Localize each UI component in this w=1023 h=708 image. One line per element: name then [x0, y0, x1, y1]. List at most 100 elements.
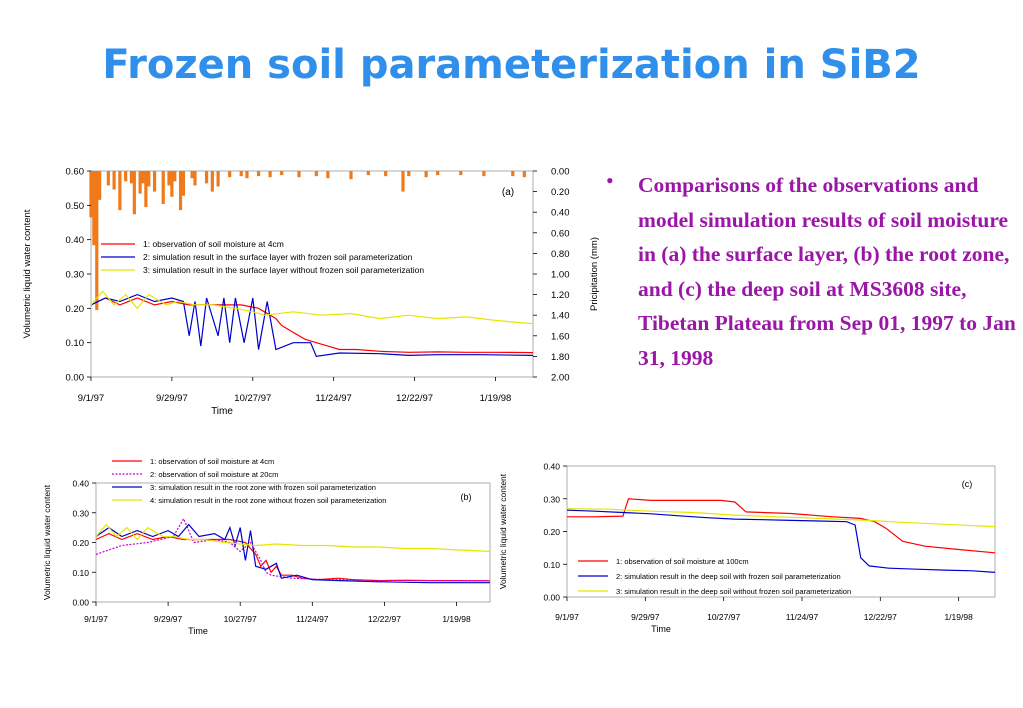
y-axis-label: Volumetric liquid water content	[42, 484, 52, 600]
precipitation-bar	[178, 171, 183, 211]
y-tick-label: 0.10	[543, 560, 560, 570]
x-tick-label: 11/24/97	[316, 393, 352, 404]
y-tick-label: 0.40	[66, 235, 85, 246]
x-tick-label: 10/27/97	[234, 393, 271, 404]
y-axis-label: Volumetric liquid water content	[22, 209, 33, 338]
y2-tick-label: 0.60	[551, 228, 570, 239]
legend-label: 2: simulation result in the surface laye…	[143, 252, 413, 262]
y-tick-label: 0.00	[72, 598, 89, 608]
precipitation-bar	[256, 171, 261, 177]
x-tick-label: 12/22/97	[368, 614, 401, 624]
precipitation-bar	[129, 171, 134, 184]
precipitation-bar	[173, 171, 177, 182]
precipitation-bar	[245, 171, 249, 179]
precipitation-bar	[314, 171, 318, 177]
bullet-icon: •	[606, 168, 614, 193]
y2-tick-label: 0.00	[551, 167, 570, 178]
chart-1: 0.00 0.20 0.40 0.60 0.80 1.00 1.20 1.40 1.60 1.80…	[22, 167, 600, 418]
x-tick-label: 9/1/97	[78, 393, 104, 404]
precipitation-bar	[522, 171, 526, 178]
description: • Comparisons of the observations and mo…	[606, 168, 1016, 375]
precipitation-bar	[268, 171, 272, 178]
x-tick-label: 11/24/97	[296, 614, 329, 624]
y-axis-label: Volumetric liquid water content	[498, 473, 508, 589]
precipitation-bar	[161, 171, 165, 204]
y-tick-label: 0.20	[66, 304, 85, 315]
legend-label: 2: simulation result in the deep soil wi…	[616, 572, 841, 581]
precipitation-bar	[138, 171, 142, 194]
precipitation-bar	[132, 171, 136, 215]
legend-label: 3: simulation result in the deep soil wi…	[616, 587, 851, 596]
precipitation-bar	[106, 171, 110, 186]
x-tick-label: 11/24/97	[786, 612, 819, 622]
series-line-4	[95, 523, 491, 552]
series-line-2	[95, 517, 490, 582]
y2-tick-label: 1.20	[551, 290, 570, 301]
legend-label: 1: observation of soil moisture at 4cm	[150, 457, 274, 466]
legend-label: 3: simulation result in the root zone wi…	[150, 483, 376, 492]
precipitation-bar	[482, 171, 486, 177]
x-tick-label: 1/19/98	[442, 614, 471, 624]
y2-tick-label: 1.80	[551, 352, 570, 363]
y-tick-label: 0.30	[66, 270, 85, 281]
precipitation-bar	[459, 171, 463, 176]
precipitation-bar	[95, 171, 99, 311]
y2-tick-label: 0.20	[551, 187, 570, 198]
legend-label: 4: simulation result in the root zone wi…	[150, 496, 386, 505]
panel-label: (b)	[461, 492, 472, 502]
x-tick-label: 9/29/97	[631, 612, 660, 622]
series-line-3	[95, 523, 490, 584]
y2-tick-label: 1.60	[551, 331, 570, 342]
x-axis-label: Time	[188, 626, 208, 636]
precipitation-bar	[511, 171, 515, 177]
y-tick-label: 0.50	[66, 201, 85, 212]
precipitation-bar	[147, 171, 151, 187]
y-tick-label: 0.40	[72, 479, 89, 489]
precipitation-bar	[384, 171, 388, 177]
precipitation-bar	[144, 171, 148, 208]
x-axis-label: Time	[651, 624, 671, 634]
legend-label: 1: observation of soil moisture at 100cm	[616, 557, 749, 566]
series-line-1	[567, 498, 996, 554]
x-tick-label: 9/29/97	[154, 614, 183, 624]
x-tick-label: 9/29/97	[156, 393, 188, 404]
legend-label: 2: observation of soil moisture at 20cm	[150, 470, 278, 479]
precipitation-bar	[124, 171, 128, 182]
y-tick-label: 0.30	[543, 494, 560, 504]
series-line-3	[566, 508, 996, 528]
y2-tick-label: 0.80	[551, 249, 570, 260]
precipitation-bar	[326, 171, 330, 179]
precipitation-bar	[193, 171, 197, 186]
series-line-2	[90, 293, 534, 358]
x-tick-label: 12/22/97	[396, 393, 433, 404]
y2-tick-label: 2.00	[551, 373, 570, 384]
y-tick-label: 0.60	[66, 167, 85, 178]
precipitation-bar	[181, 171, 186, 196]
x-axis-label: Time	[211, 406, 233, 417]
y-tick-label: 0.10	[66, 338, 85, 349]
y-tick-label: 0.40	[543, 462, 560, 472]
precipitation-bar	[297, 171, 301, 178]
y2-tick-label: 1.00	[551, 270, 570, 281]
precipitation-bar	[424, 171, 428, 178]
x-tick-label: 12/22/97	[864, 612, 897, 622]
y-tick-label: 0.00	[543, 593, 560, 603]
chart-2: 0.00 0.10 0.20 0.30 0.40 9/1/97 9/29/97 10/27/9…	[42, 457, 491, 636]
x-tick-label: 9/1/97	[555, 612, 579, 622]
precipitation-bar	[349, 171, 353, 180]
precipitation-bar	[436, 171, 440, 176]
precipitation-bar	[401, 171, 405, 192]
y-tick-label: 0.20	[72, 538, 89, 548]
legend-label: 1: observation of soil moisture at 4cm	[143, 239, 284, 249]
x-tick-label: 1/19/98	[480, 393, 512, 404]
description-text: Comparisons of the observations and mode…	[638, 173, 1016, 370]
y-tick-label: 0.00	[66, 373, 85, 384]
series-line-3	[90, 290, 534, 325]
precipitation-bar	[366, 171, 370, 176]
y2-axis-label: Pricipitation (mm)	[589, 237, 600, 311]
plot-frame	[566, 465, 996, 598]
precipitation-bar	[92, 171, 96, 246]
y-tick-label: 0.30	[72, 508, 89, 518]
x-tick-label: 1/19/98	[944, 612, 973, 622]
